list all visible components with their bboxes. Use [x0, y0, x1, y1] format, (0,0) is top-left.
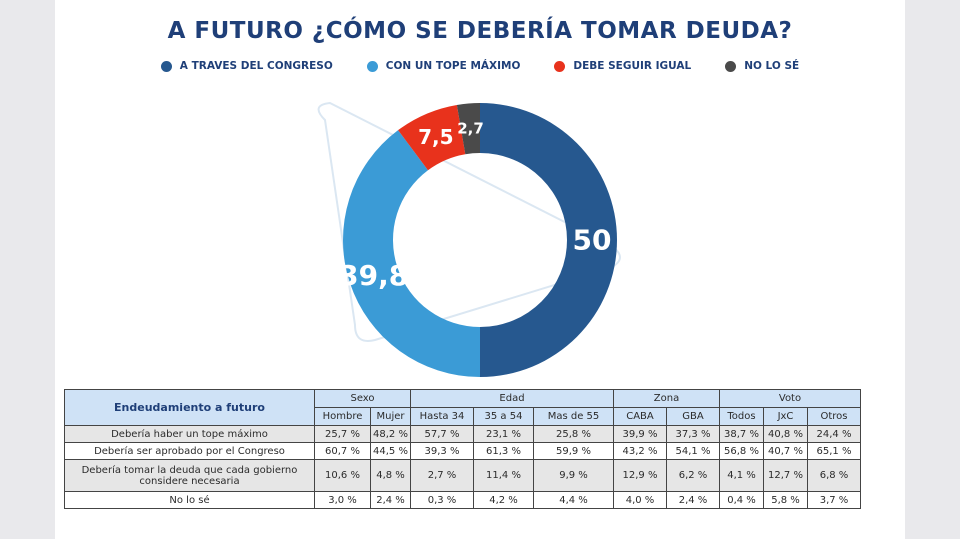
table-cell: 6,8 %: [807, 459, 861, 492]
legend-label: A TRAVES DEL CONGRESO: [179, 60, 333, 72]
table-column-header: Mas de 55: [533, 407, 614, 426]
table-cell: 24,4 %: [807, 425, 861, 443]
table-column-header: JxC: [763, 407, 808, 426]
table-cell: 56,8 %: [719, 442, 764, 460]
table-cell: 9,9 %: [533, 459, 614, 492]
table-cell: 3,0 %: [314, 491, 371, 509]
table-cell: 4,8 %: [370, 459, 411, 492]
table-row: Debería haber un tope máximo 25,7 % 48,2 %…: [64, 425, 861, 443]
legend-swatch: [160, 60, 172, 72]
table-cell: 12,9 %: [613, 459, 667, 492]
table-group-header: Voto: [719, 389, 861, 408]
watermark-triangle: [317, 101, 621, 342]
slice-value-label: 7,5: [418, 125, 453, 149]
table-column-header: Todos: [719, 407, 764, 426]
chart-panel: A FUTURO ¿CÓMO SE DEBERÍA TOMAR DEUDA? A…: [55, 0, 905, 539]
table-row-label: Debería haber un tope máximo: [64, 425, 315, 443]
table-cell: 2,7 %: [410, 459, 474, 492]
table-cell: 61,3 %: [473, 442, 534, 460]
table-group-header: Zona: [613, 389, 720, 408]
table-cell: 10,6 %: [314, 459, 371, 492]
table-cell: 40,7 %: [763, 442, 808, 460]
table-cell: 4,0 %: [613, 491, 667, 509]
table-group-header: Sexo: [314, 389, 411, 408]
donut-chart: 50 39,8 7,5 2,7: [317, 101, 621, 377]
donut-slice: [342, 130, 480, 377]
table-column-header: Hombre: [314, 407, 371, 426]
legend-label: NO LO SÉ: [744, 60, 800, 72]
table-row: Debería tomar la deuda que cada gobierno…: [64, 459, 861, 492]
donut-slice: [480, 103, 617, 377]
table-cell: 48,2 %: [370, 425, 411, 443]
legend-item: CON UN TOPE MÁXIMO: [366, 60, 521, 72]
table-column-header: CABA: [613, 407, 667, 426]
table-row-label: Debería tomar la deuda que cada gobierno…: [64, 459, 315, 492]
legend-label: CON UN TOPE MÁXIMO: [385, 60, 521, 72]
table-cell: 39,9 %: [613, 425, 667, 443]
table-cell: 25,7 %: [314, 425, 371, 443]
table-cell: 60,7 %: [314, 442, 371, 460]
table-cell: 4,4 %: [533, 491, 614, 509]
donut-slice: [456, 103, 480, 155]
table-cell: 6,2 %: [666, 459, 720, 492]
table-row: No lo sé 3,0 % 2,4 % 0,3 % 4,2 % 4,4 % 4,0 % 2,…: [64, 491, 861, 509]
table-row: Debería ser aprobado por el Congreso 60,7…: [64, 442, 861, 460]
legend-swatch: [366, 60, 378, 72]
chart-title: A FUTURO ¿CÓMO SE DEBERÍA TOMAR DEUDA?: [167, 18, 793, 44]
table-cell: 5,8 %: [763, 491, 808, 509]
table-cell: 37,3 %: [666, 425, 720, 443]
table-cell: 0,4 %: [719, 491, 764, 509]
table-column-header: Otros: [807, 407, 861, 426]
table-corner-header: Endeudamiento a futuro: [64, 389, 315, 426]
crosstab-table: Endeudamiento a futuro Sexo Edad Zona Voto Ho…: [64, 389, 861, 509]
table-column-header: 35 a 54: [473, 407, 534, 426]
crosstab-table-wrap: Endeudamiento a futuro Sexo Edad Zona Voto Ho…: [64, 389, 861, 509]
legend-item: A TRAVES DEL CONGRESO: [160, 60, 333, 72]
table-group-header: Edad: [410, 389, 614, 408]
table-column-header: GBA: [666, 407, 720, 426]
table-cell: 4,2 %: [473, 491, 534, 509]
table-cell: 2,4 %: [666, 491, 720, 509]
table-cell: 12,7 %: [763, 459, 808, 492]
legend-item: NO LO SÉ: [725, 60, 799, 72]
table-row-label: Debería ser aprobado por el Congreso: [64, 442, 315, 460]
slice-value-label: 39,8: [339, 259, 408, 292]
table-cell: 59,9 %: [533, 442, 614, 460]
table-column-header: Mujer: [370, 407, 411, 426]
chart-legend: A TRAVES DEL CONGRESO CON UN TOPE MÁXIMO D…: [55, 60, 905, 72]
table-cell: 38,7 %: [719, 425, 764, 443]
table-cell: 65,1 %: [807, 442, 861, 460]
legend-item: DEBE SEGUIR IGUAL: [554, 60, 691, 72]
table-row-label: No lo sé: [64, 491, 315, 509]
table-cell: 4,1 %: [719, 459, 764, 492]
table-cell: 2,4 %: [370, 491, 411, 509]
table-column-header: Hasta 34: [410, 407, 474, 426]
slice-value-label: 50: [573, 224, 612, 257]
table-cell: 25,8 %: [533, 425, 614, 443]
table-cell: 43,2 %: [613, 442, 667, 460]
table-cell: 57,7 %: [410, 425, 474, 443]
table-cell: 11,4 %: [473, 459, 534, 492]
table-cell: 23,1 %: [473, 425, 534, 443]
donut-slice: [398, 104, 466, 171]
legend-swatch: [725, 60, 737, 72]
table-cell: 40,8 %: [763, 425, 808, 443]
table-cell: 54,1 %: [666, 442, 720, 460]
table-cell: 3,7 %: [807, 491, 861, 509]
table-cell: 0,3 %: [410, 491, 474, 509]
legend-swatch: [554, 60, 566, 72]
table-cell: 44,5 %: [370, 442, 411, 460]
legend-label: DEBE SEGUIR IGUAL: [573, 60, 692, 72]
table-cell: 39,3 %: [410, 442, 474, 460]
slice-value-label: 2,7: [457, 119, 484, 137]
